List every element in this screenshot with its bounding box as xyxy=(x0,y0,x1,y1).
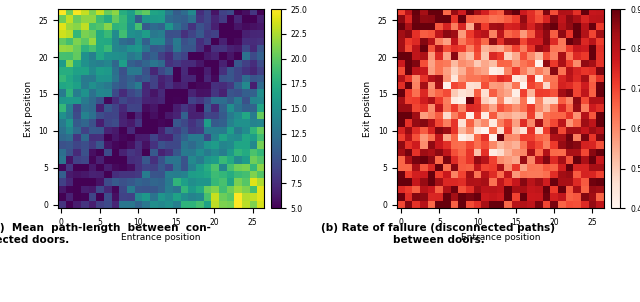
X-axis label: Entrance position: Entrance position xyxy=(461,233,540,242)
Y-axis label: Exit position: Exit position xyxy=(24,81,33,137)
Text: (a)  Mean  path-length  between  con-
nected doors.: (a) Mean path-length between con- nected… xyxy=(0,223,211,245)
Y-axis label: Exit position: Exit position xyxy=(364,81,372,137)
Text: (b) Rate of failure (disconnected paths)
between doors.: (b) Rate of failure (disconnected paths)… xyxy=(321,223,556,245)
X-axis label: Entrance position: Entrance position xyxy=(121,233,200,242)
